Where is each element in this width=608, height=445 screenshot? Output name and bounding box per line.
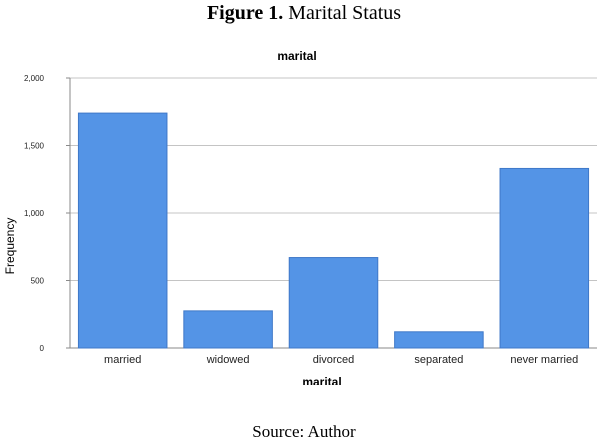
chart-title: marital: [277, 49, 316, 63]
y-tick-label: 2,000: [24, 74, 45, 83]
x-tick-label: separated: [414, 354, 463, 366]
axis-layer: 0 500 1,000 1,500 2,000 married widowed divorce…: [24, 74, 578, 366]
y-tick-label: 1,000: [24, 209, 45, 218]
y-axis-title: Frequency: [3, 218, 17, 275]
bar-married: [77, 112, 168, 349]
bar-chart: 0 500 1,000 1,500 2,000 married widowed divorce…: [3, 49, 597, 385]
y-tick-label: 1,500: [24, 142, 45, 151]
y-tick-label: 500: [31, 277, 45, 286]
bar-never-married: [499, 167, 590, 349]
figure-caption: Figure 1. Marital Status: [0, 2, 608, 25]
x-axis-title: marital: [302, 375, 341, 385]
bar-widowed: [183, 310, 273, 349]
x-tick-label: married: [104, 354, 141, 366]
bar-separated: [394, 331, 484, 349]
figure-number: Figure 1.: [206, 2, 284, 24]
figure-title: Marital Status: [288, 2, 402, 24]
y-tick-label: 0: [40, 344, 45, 353]
x-tick-label: divorced: [313, 354, 355, 366]
bar-divorced: [288, 257, 379, 349]
x-tick-label: widowed: [206, 354, 250, 366]
bar-layer: [77, 112, 590, 349]
source-note: Source: Author: [252, 422, 356, 441]
x-tick-label: never married: [510, 354, 578, 366]
